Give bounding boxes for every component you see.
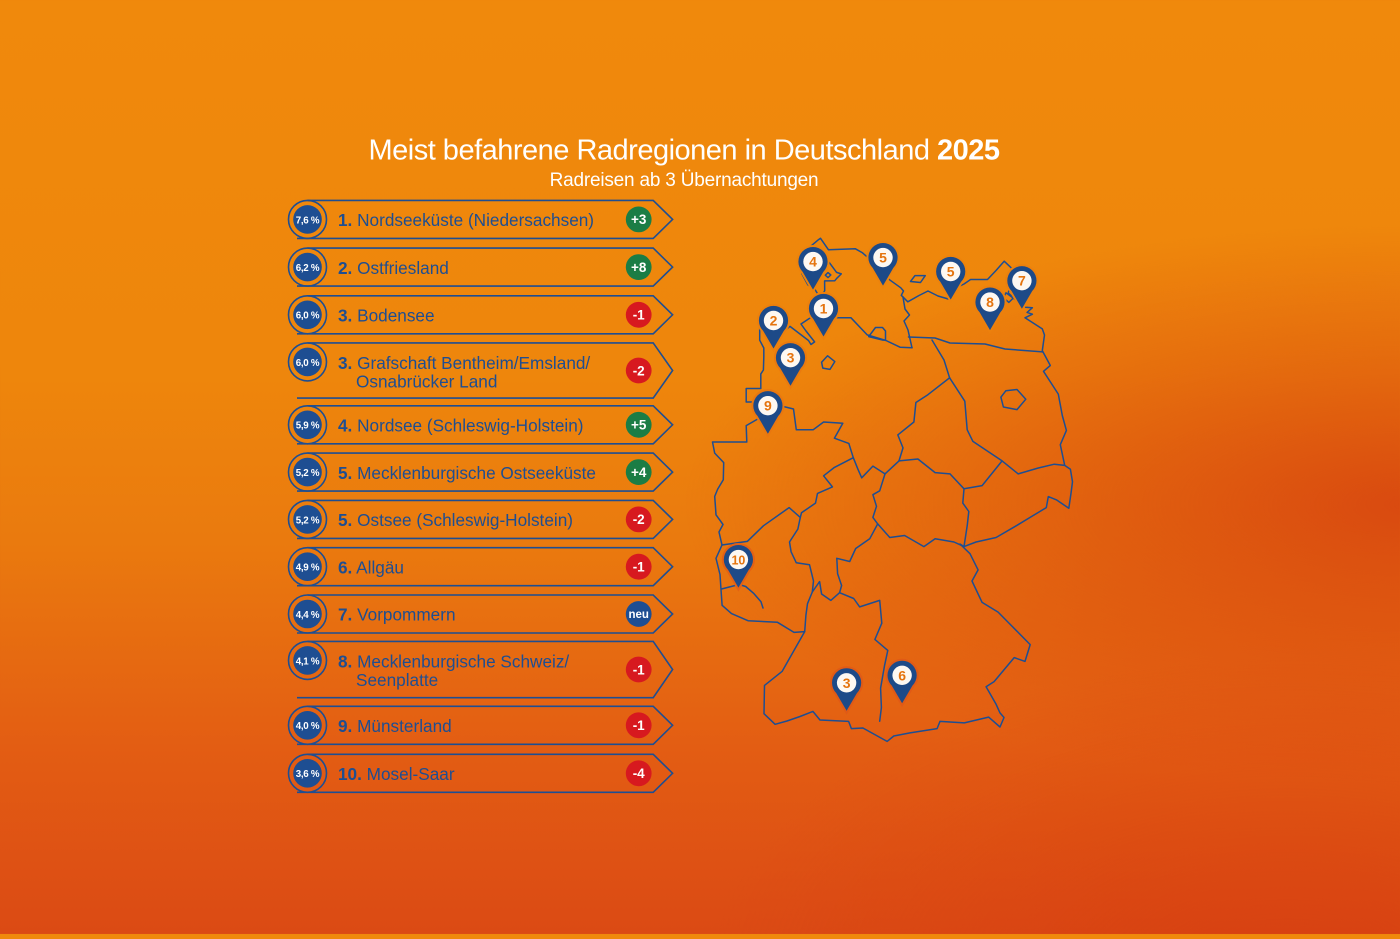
svg-text:3. Bodensee: 3. Bodensee <box>338 306 435 326</box>
svg-text:+4: +4 <box>631 465 647 480</box>
svg-text:4,0 %: 4,0 % <box>296 720 320 732</box>
svg-text:1. Nordseeküste (Niedersachsen: 1. Nordseeküste (Niedersachsen) <box>338 210 594 230</box>
svg-text:2. Ostfriesland: 2. Ostfriesland <box>338 258 449 278</box>
svg-text:-2: -2 <box>633 512 645 527</box>
svg-text:6: 6 <box>898 667 906 683</box>
svg-text:8. Mecklenburgische Schweiz/Se: 8. Mecklenburgische Schweiz/Seenplatte <box>338 651 569 689</box>
svg-text:4,9 %: 4,9 % <box>296 562 320 574</box>
svg-text:3,6 %: 3,6 % <box>296 768 320 780</box>
svg-text:4,4 %: 4,4 % <box>296 609 320 621</box>
svg-text:9: 9 <box>764 398 772 414</box>
svg-text:-1: -1 <box>633 308 645 323</box>
svg-text:3: 3 <box>787 350 795 366</box>
svg-text:-1: -1 <box>633 560 645 575</box>
svg-text:neu: neu <box>628 609 648 621</box>
svg-text:-2: -2 <box>633 363 645 378</box>
svg-text:+3: +3 <box>631 212 647 227</box>
svg-text:4,1 %: 4,1 % <box>296 655 320 667</box>
svg-text:6. Allgäu: 6. Allgäu <box>338 557 404 577</box>
svg-text:Meist befahrene Radregionen in: Meist befahrene Radregionen in Deutschla… <box>368 135 999 167</box>
svg-text:6,0 %: 6,0 % <box>296 310 320 322</box>
svg-text:7: 7 <box>1018 273 1026 289</box>
svg-text:6,0 %: 6,0 % <box>296 357 320 369</box>
svg-text:2: 2 <box>770 313 778 329</box>
svg-text:7,6 %: 7,6 % <box>296 214 320 226</box>
svg-text:10: 10 <box>731 554 745 568</box>
svg-text:5. Ostsee (Schleswig-Holstein): 5. Ostsee (Schleswig-Holstein) <box>338 510 573 530</box>
svg-text:7. Vorpommern: 7. Vorpommern <box>338 605 456 625</box>
svg-text:5,2 %: 5,2 % <box>296 467 320 479</box>
svg-text:4. Nordsee (Schleswig-Holstein: 4. Nordsee (Schleswig-Holstein) <box>338 416 584 436</box>
svg-text:3. Grafschaft Bentheim/Emsland: 3. Grafschaft Bentheim/Emsland/Osnabrück… <box>338 353 590 391</box>
svg-text:1: 1 <box>820 301 828 317</box>
svg-text:Radreisen ab 3 Übernachtungen: Radreisen ab 3 Übernachtungen <box>550 170 819 191</box>
svg-text:10. Mosel-Saar: 10. Mosel-Saar <box>338 764 455 784</box>
svg-text:-4: -4 <box>633 766 645 781</box>
svg-text:3: 3 <box>843 675 851 691</box>
svg-text:5. Mecklenburgische Ostseeküst: 5. Mecklenburgische Ostseeküste <box>338 463 596 483</box>
svg-text:4: 4 <box>809 254 817 270</box>
svg-text:+8: +8 <box>631 260 647 275</box>
svg-text:6,2 %: 6,2 % <box>296 262 320 274</box>
svg-text:5,9 %: 5,9 % <box>296 420 320 432</box>
svg-text:8: 8 <box>986 294 994 310</box>
svg-text:5,2 %: 5,2 % <box>296 514 320 526</box>
svg-text:5: 5 <box>879 250 887 266</box>
svg-text:-1: -1 <box>633 662 645 677</box>
svg-text:9. Münsterland: 9. Münsterland <box>338 716 452 736</box>
svg-text:+5: +5 <box>631 418 647 433</box>
svg-text:-1: -1 <box>633 718 645 733</box>
svg-text:5: 5 <box>947 264 955 280</box>
